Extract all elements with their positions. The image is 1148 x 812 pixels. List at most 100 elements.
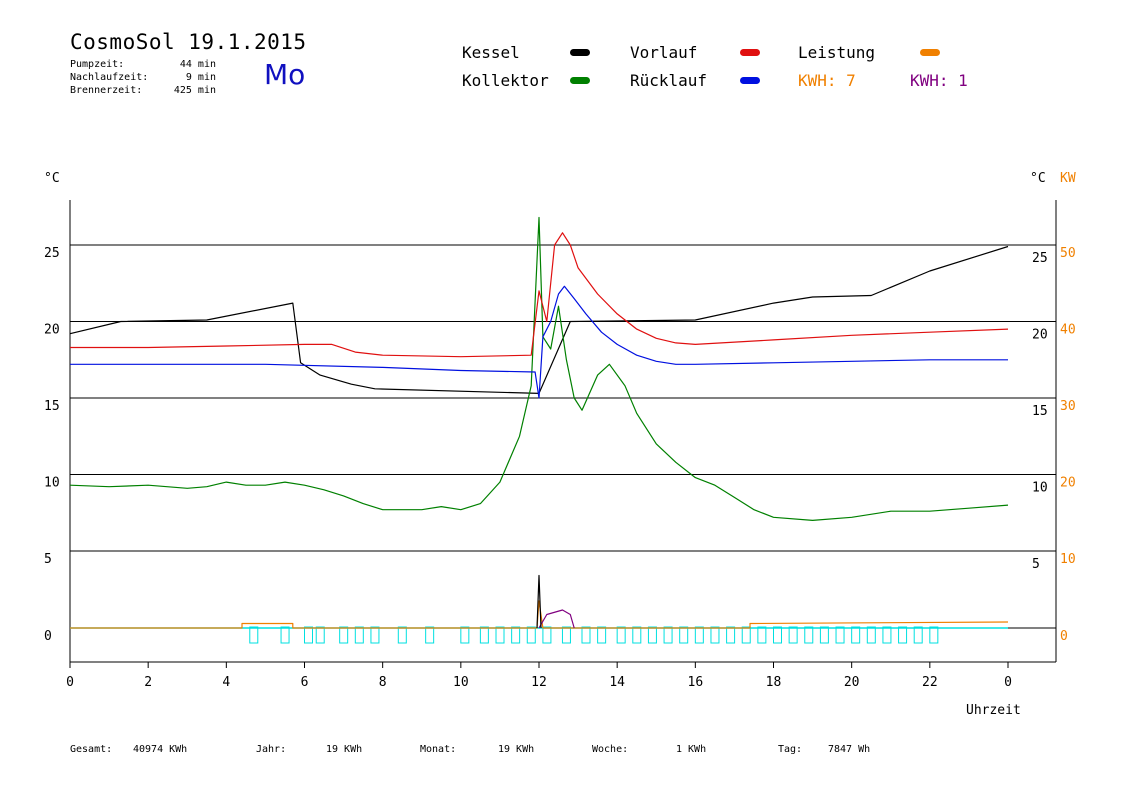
series-line-vorlauf: [70, 232, 1009, 358]
legend-kwh-purple: KWH: 1: [910, 71, 968, 90]
x-tick-label: 16: [688, 675, 704, 690]
page-title: CosmoSol 19.1.2015: [70, 30, 307, 54]
y-tick-right-kw: 40: [1060, 323, 1076, 338]
pump-marker: [929, 626, 939, 644]
y-tick-right-celsius: 5: [1032, 557, 1040, 572]
legend-swatch-kessel: [570, 49, 590, 56]
footer-jahr-label: Jahr:: [256, 744, 287, 755]
pump-marker: [315, 626, 325, 644]
series-line-kessel: [536, 574, 542, 629]
y-tick-left: 20: [44, 323, 60, 338]
stat-label: Nachlaufzeit:: [70, 72, 149, 83]
pump-marker: [511, 626, 521, 644]
x-tick-label: 20: [844, 675, 860, 690]
pump-marker: [898, 626, 908, 644]
footer-gesamt-label: Gesamt:: [70, 744, 113, 755]
pump-marker: [741, 626, 751, 644]
legend-swatch-kollektor: [570, 77, 590, 84]
pump-marker: [304, 626, 313, 644]
series-line-leistung: [70, 600, 1009, 629]
legend-kwh-orange: KWH: 7: [798, 71, 856, 90]
pump-marker: [616, 626, 626, 644]
stat-pumpzeit: Pumpzeit: 44 min: [70, 59, 216, 71]
series-line-kwh_purple: [538, 609, 575, 629]
pump-marker: [788, 626, 798, 644]
legend-swatch-leistung: [920, 49, 940, 56]
pump-marker: [339, 626, 349, 644]
y-tick-right-kw: 30: [1060, 399, 1076, 414]
legend-kessel: Kessel: [462, 43, 520, 62]
pump-marker: [866, 626, 876, 644]
y-tick-right-kw: 50: [1060, 246, 1076, 261]
pump-marker: [460, 626, 470, 644]
x-tick-label: 18: [766, 675, 782, 690]
y-tick-right-kw: 0: [1060, 629, 1068, 644]
pump-marker: [280, 626, 290, 644]
weekday-label: Mo: [264, 58, 306, 91]
y-tick-right-kw: 10: [1060, 552, 1076, 567]
pump-marker: [757, 626, 767, 644]
legend-vorlauf: Vorlauf: [630, 43, 698, 62]
stat-value: 44 min: [179, 59, 216, 70]
x-tick-label: 2: [144, 675, 152, 690]
pump-marker: [581, 626, 591, 644]
pump-marker: [249, 626, 259, 644]
footer-tag-label: Tag:: [778, 744, 803, 755]
pump-marker: [479, 626, 489, 644]
x-axis-label: Uhrzeit: [966, 703, 1021, 718]
x-tick-label: 0: [66, 675, 74, 690]
legend-ruecklauf: Rücklauf: [630, 71, 708, 90]
footer-tag-value: 7847 Wh: [828, 744, 871, 755]
footer-monat-value: 19 KWh: [498, 744, 535, 755]
x-tick-label: 4: [222, 675, 230, 690]
series-line-kessel: [69, 245, 1009, 394]
y-tick-right-celsius: 15: [1032, 404, 1048, 419]
pump-marker: [819, 626, 829, 644]
pump-marker: [561, 626, 571, 644]
y-tick-right-celsius: 10: [1032, 481, 1048, 496]
y-unit-right-celsius: °C: [1030, 171, 1046, 186]
legend-leistung: Leistung: [798, 43, 876, 62]
y-tick-left: 15: [44, 399, 60, 414]
pump-marker: [495, 626, 505, 644]
pump-marker: [354, 626, 364, 644]
pump-marker: [597, 626, 607, 644]
stat-nachlaufzeit: Nachlaufzeit: 9 min: [70, 72, 216, 84]
x-tick-label: 8: [379, 675, 387, 690]
footer-jahr-value: 19 KWh: [326, 744, 363, 755]
pump-marker: [804, 626, 814, 644]
footer-monat-label: Monat:: [420, 744, 457, 755]
y-tick-left: 25: [44, 246, 60, 261]
y-tick-right-kw: 20: [1060, 476, 1076, 491]
pump-marker: [726, 626, 736, 644]
x-tick-label: 0: [1004, 675, 1012, 690]
pump-marker: [694, 626, 704, 644]
y-unit-left: °C: [44, 171, 60, 186]
pump-marker: [425, 626, 435, 644]
pump-marker: [542, 626, 552, 644]
y-tick-left: 5: [44, 552, 52, 567]
pump-marker: [370, 626, 380, 644]
stat-brennerzeit: Brennerzeit: 425 min: [70, 85, 216, 97]
legend-kollektor: Kollektor: [462, 71, 549, 90]
pump-marker: [647, 626, 657, 644]
pump-marker: [710, 626, 720, 644]
x-tick-label: 14: [609, 675, 625, 690]
y-tick-left: 10: [44, 476, 60, 491]
pump-marker: [526, 626, 536, 644]
y-tick-right-celsius: 25: [1032, 251, 1048, 266]
footer-woche-value: 1 KWh: [676, 744, 707, 755]
x-tick-label: 6: [301, 675, 309, 690]
x-tick-label: 22: [922, 675, 938, 690]
y-tick-right-celsius: 20: [1032, 328, 1048, 343]
pump-marker: [851, 626, 861, 644]
pump-marker: [835, 626, 845, 644]
stat-label: Brennerzeit:: [70, 85, 143, 96]
x-tick-label: 12: [531, 675, 547, 690]
pump-marker: [773, 626, 782, 644]
pump-marker: [679, 626, 689, 644]
stat-value: 425 min: [173, 85, 216, 96]
footer-woche-label: Woche:: [592, 744, 629, 755]
pump-marker: [663, 626, 673, 644]
